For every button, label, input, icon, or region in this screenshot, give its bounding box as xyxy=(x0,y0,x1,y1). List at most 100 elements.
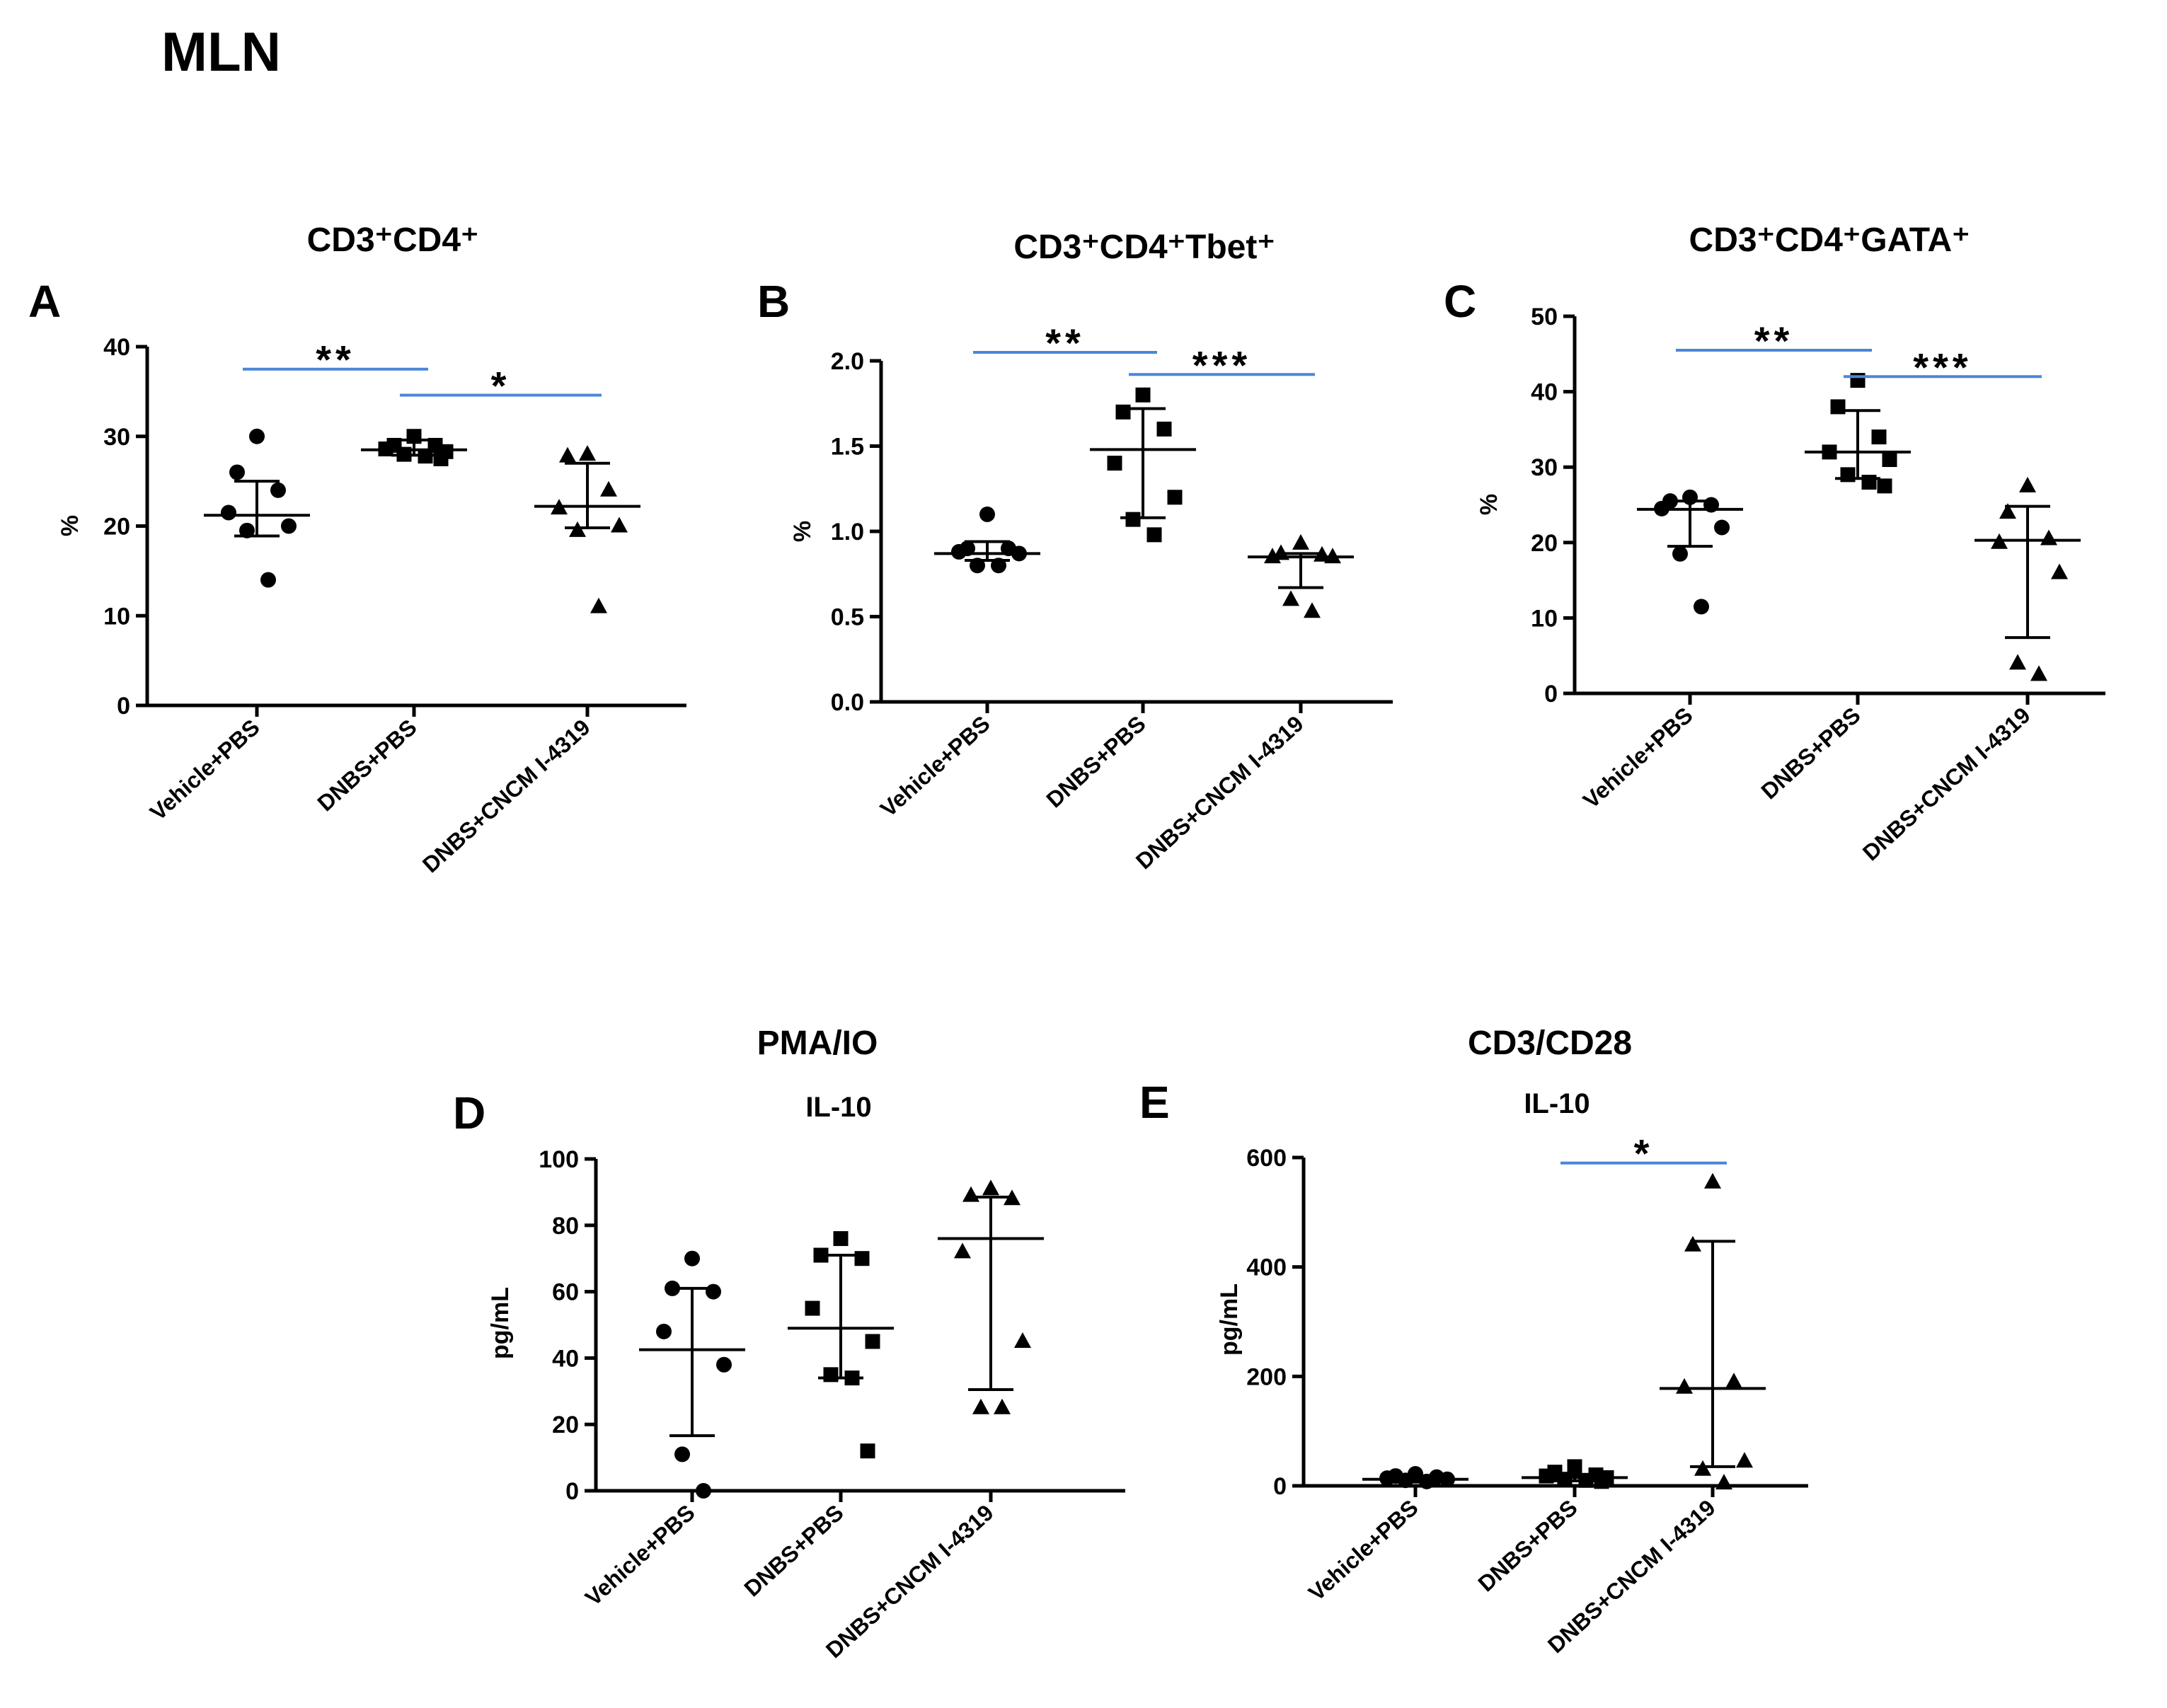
data-point-triangle xyxy=(1304,602,1321,618)
x-tick-label: DNBS+CNCM I-4319 xyxy=(821,1499,999,1663)
data-point-triangle xyxy=(1999,503,2016,519)
data-point-square xyxy=(805,1300,820,1316)
x-tick-label: DNBS+CNCM I-4319 xyxy=(1858,702,2035,865)
significance-label: ** xyxy=(316,337,355,382)
data-point-square xyxy=(1167,490,1183,505)
y-tick-label: 40 xyxy=(552,1345,579,1372)
data-point-square xyxy=(433,451,449,466)
data-point-triangle xyxy=(1014,1332,1031,1348)
panel-title: CD3⁺CD4⁺Tbet⁺ xyxy=(1013,229,1275,266)
x-tick-label: DNBS+PBS xyxy=(1473,1494,1582,1596)
data-point-square xyxy=(1135,387,1151,403)
y-tick-label: 1.0 xyxy=(831,519,864,546)
series-2 xyxy=(1248,533,1354,618)
y-tick-label: 30 xyxy=(1531,454,1558,481)
panel-title: CD3/CD28 xyxy=(1468,1025,1632,1062)
x-tick-label: DNBS+PBS xyxy=(312,714,421,816)
panel-c: C CD3⁺CD4⁺GATA⁺ 0 10 20 30 40 50% Vehicle+PBS DNB… xyxy=(1444,221,2105,865)
data-point-circle xyxy=(706,1283,721,1300)
data-point-triangle xyxy=(2019,476,2036,492)
y-tick-label: 600 xyxy=(1246,1145,1287,1172)
y-tick-label: 1.5 xyxy=(831,434,864,461)
data-point-triangle xyxy=(2009,654,2026,670)
data-point-square xyxy=(1850,373,1866,388)
data-point-square xyxy=(1156,421,1172,437)
y-tick-label: 0 xyxy=(1544,681,1558,708)
y-tick-label: 20 xyxy=(1531,530,1558,557)
data-point-square xyxy=(1125,512,1141,527)
data-point-square xyxy=(1871,429,1887,445)
data-point-circle xyxy=(684,1250,700,1266)
series-0 xyxy=(204,428,310,588)
data-point-triangle xyxy=(1715,1474,1732,1490)
y-axis-label: pg/mL xyxy=(1216,1283,1243,1356)
x-tick-label: Vehicle+PBS xyxy=(1304,1494,1423,1605)
data-point-square xyxy=(833,1231,849,1247)
data-point-triangle xyxy=(954,1242,971,1259)
series-1 xyxy=(1090,387,1196,543)
data-point-circle xyxy=(696,1483,711,1499)
y-axis-label: % xyxy=(57,515,84,536)
data-point-triangle xyxy=(1282,590,1299,606)
x-tick-label: Vehicle+PBS xyxy=(875,710,995,821)
data-point-circle xyxy=(270,482,286,498)
data-point-circle xyxy=(674,1446,690,1462)
data-point-triangle xyxy=(962,1186,979,1202)
y-tick-label: 400 xyxy=(1246,1254,1287,1281)
x-tick-label: DNBS+CNCM I-4319 xyxy=(1131,710,1309,874)
y-tick-label: 0 xyxy=(117,693,130,720)
panel-a: A CD3⁺CD4⁺ 0 10 20 30 40% Vehicle+PBS DNBS+PBSDN… xyxy=(28,221,686,877)
x-tick-label: DNBS+PBS xyxy=(739,1499,848,1601)
series-0 xyxy=(1637,489,1743,615)
significance-label: ** xyxy=(1045,321,1085,365)
data-point-triangle xyxy=(2030,665,2047,681)
data-point-square xyxy=(1877,478,1892,494)
series-0 xyxy=(934,506,1040,574)
y-tick-label: 10 xyxy=(1531,605,1558,632)
panel-letter: D xyxy=(453,1087,485,1138)
data-point-circle xyxy=(229,464,245,480)
series-1 xyxy=(788,1231,894,1459)
y-axis-label: pg/mL xyxy=(487,1287,514,1359)
y-axis-label: % xyxy=(1476,494,1502,515)
data-point-circle xyxy=(239,522,255,538)
x-tick-label: Vehicle+PBS xyxy=(580,1499,700,1610)
significance-label: * xyxy=(491,363,511,408)
y-tick-label: 30 xyxy=(103,424,130,451)
panel-title: CD3⁺CD4⁺ xyxy=(307,221,479,259)
significance-label: ** xyxy=(1754,318,1794,363)
data-point-triangle xyxy=(559,446,576,463)
data-point-triangle xyxy=(600,480,617,497)
data-point-square xyxy=(865,1334,880,1349)
data-point-triangle xyxy=(579,445,596,461)
data-point-triangle xyxy=(1676,1378,1693,1394)
y-tick-label: 200 xyxy=(1246,1363,1287,1390)
series-0 xyxy=(1362,1465,1468,1489)
data-point-triangle xyxy=(994,1398,1011,1414)
panel-letter: B xyxy=(757,276,790,327)
x-tick-label: DNBS+PBS xyxy=(1756,702,1865,804)
data-point-circle xyxy=(951,543,967,560)
data-point-circle xyxy=(221,504,236,521)
series-0 xyxy=(639,1250,745,1499)
data-point-square xyxy=(823,1367,839,1383)
y-tick-label: 40 xyxy=(103,334,130,361)
y-tick-label: 20 xyxy=(552,1412,579,1438)
y-tick-label: 20 xyxy=(103,514,130,541)
data-point-circle xyxy=(656,1323,672,1339)
data-point-square xyxy=(1146,527,1162,543)
panel-subtitle: IL-10 xyxy=(1524,1088,1590,1119)
data-point-triangle xyxy=(1704,1172,1721,1189)
y-tick-label: 50 xyxy=(1531,304,1558,330)
y-tick-label: 40 xyxy=(1531,379,1558,406)
data-point-triangle xyxy=(982,1179,999,1196)
y-tick-label: 0.0 xyxy=(831,689,864,716)
data-point-square xyxy=(1861,475,1877,490)
panel-subtitle: IL-10 xyxy=(805,1092,871,1123)
series-2 xyxy=(1975,476,2081,681)
data-point-circle xyxy=(1714,519,1730,536)
y-tick-label: 80 xyxy=(552,1213,579,1240)
panel-letter: C xyxy=(1444,276,1476,327)
data-point-square xyxy=(1840,467,1856,483)
